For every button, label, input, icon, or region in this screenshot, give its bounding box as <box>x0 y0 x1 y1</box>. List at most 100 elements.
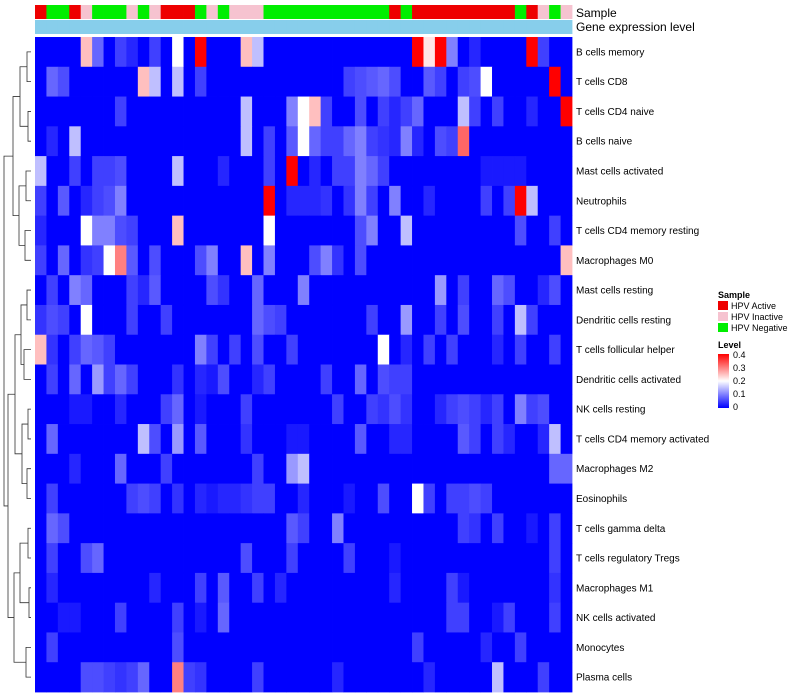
heatmap-cell <box>46 96 59 127</box>
gene-expression-cell <box>560 20 573 34</box>
heatmap-cell <box>526 66 539 97</box>
row-label: Macrophages M2 <box>576 464 654 475</box>
heatmap-cell <box>69 543 82 574</box>
heatmap-cell <box>286 424 299 455</box>
heatmap-cell <box>206 572 219 604</box>
heatmap-cell <box>206 126 219 157</box>
heatmap-cell <box>343 632 356 663</box>
heatmap-cell <box>252 66 264 97</box>
heatmap-cell <box>309 334 322 365</box>
heatmap-cell <box>480 602 493 633</box>
heatmap-cell <box>160 37 173 68</box>
heatmap-cell <box>423 364 436 395</box>
heatmap-cell <box>560 602 573 633</box>
heatmap-cell <box>297 304 310 336</box>
heatmap-cell <box>35 96 47 127</box>
dendrogram-branch <box>26 468 31 499</box>
heatmap-cell <box>366 602 379 633</box>
heatmap-cell <box>503 96 516 127</box>
heatmap-cell <box>549 304 561 336</box>
heatmap-cell <box>503 394 516 425</box>
heatmap-cell <box>80 215 93 246</box>
heatmap-cell <box>103 66 116 97</box>
heatmap-cell <box>549 453 561 484</box>
heatmap-cell <box>434 215 447 246</box>
heatmap-cell <box>114 245 127 276</box>
heatmap-cell <box>320 572 333 604</box>
sample-annotation-cell <box>57 5 70 19</box>
heatmap-cell <box>69 572 82 604</box>
heatmap-cell <box>194 245 207 276</box>
row-labels: B cells memory T cells CD8 T cells CD4 nai… <box>576 47 709 683</box>
heatmap-cell <box>526 215 539 246</box>
heatmap-cell <box>514 37 527 68</box>
heatmap-cell <box>206 453 219 484</box>
sample-annotation-cell <box>537 5 550 19</box>
heatmap-cell <box>172 215 184 246</box>
heatmap-cell <box>114 662 127 693</box>
heatmap-cell <box>69 453 82 484</box>
row-label: T cells CD4 naive <box>576 107 655 118</box>
heatmap-cell <box>183 96 196 127</box>
heatmap-cell <box>217 602 230 633</box>
heatmap-cell <box>343 275 356 306</box>
heatmap-cell <box>423 215 436 246</box>
sample-annotation-cell <box>389 5 402 19</box>
heatmap-cell <box>320 602 333 633</box>
heatmap-cell <box>526 424 539 455</box>
heatmap-cell <box>480 364 493 395</box>
heatmap-cell <box>240 424 253 455</box>
heatmap-cell <box>354 304 367 336</box>
heatmap-cell <box>434 275 447 306</box>
heatmap-cell <box>343 394 356 425</box>
heatmap-cell <box>240 483 253 514</box>
heatmap-cell <box>252 37 264 68</box>
heatmap-cell <box>263 126 276 157</box>
heatmap-cell <box>46 156 59 187</box>
heatmap-cell <box>240 334 253 365</box>
heatmap-cell <box>160 483 173 514</box>
heatmap-cell <box>126 185 139 217</box>
heatmap-cell <box>480 424 493 455</box>
heatmap-cell <box>400 543 413 574</box>
heatmap-cell <box>114 424 127 455</box>
heatmap-cell <box>549 632 561 663</box>
heatmap-cell <box>183 364 196 395</box>
heatmap-cell <box>206 66 219 97</box>
heatmap-cell <box>149 453 162 484</box>
heatmap-cell <box>434 483 447 514</box>
heatmap-cell <box>194 453 207 484</box>
heatmap-cell <box>309 245 322 276</box>
heatmap-cell <box>526 96 539 127</box>
gene-expression-cell <box>354 20 367 34</box>
heatmap-cell <box>492 304 504 336</box>
heatmap-cell <box>332 245 344 276</box>
heatmap-cell <box>514 334 527 365</box>
dendrogram-branch <box>23 349 31 380</box>
sample-annotation-cell <box>274 5 287 19</box>
heatmap-cell <box>160 572 173 604</box>
heatmap-cell <box>503 662 516 693</box>
heatmap-cell <box>126 453 139 484</box>
heatmap-cell <box>320 424 333 455</box>
heatmap-cell <box>560 513 573 544</box>
heatmap-cell <box>457 662 470 693</box>
heatmap-cell <box>400 632 413 663</box>
heatmap-cell <box>549 394 561 425</box>
gene-expression-cell <box>389 20 402 34</box>
heatmap-cell <box>412 513 424 544</box>
heatmap-cell <box>183 66 196 97</box>
heatmap-cell <box>57 602 70 633</box>
heatmap-cell <box>354 96 367 127</box>
heatmap-cell <box>160 602 173 633</box>
heatmap-cell <box>286 543 299 574</box>
heatmap-cell <box>446 245 459 276</box>
heatmap-cell <box>194 156 207 187</box>
heatmap-cell <box>206 245 219 276</box>
heatmap-cell <box>434 394 447 425</box>
heatmap-cell <box>274 126 287 157</box>
heatmap-cell <box>137 156 150 187</box>
heatmap-cell <box>206 156 219 187</box>
heatmap-cell <box>389 66 402 97</box>
heatmap-cell <box>446 394 459 425</box>
